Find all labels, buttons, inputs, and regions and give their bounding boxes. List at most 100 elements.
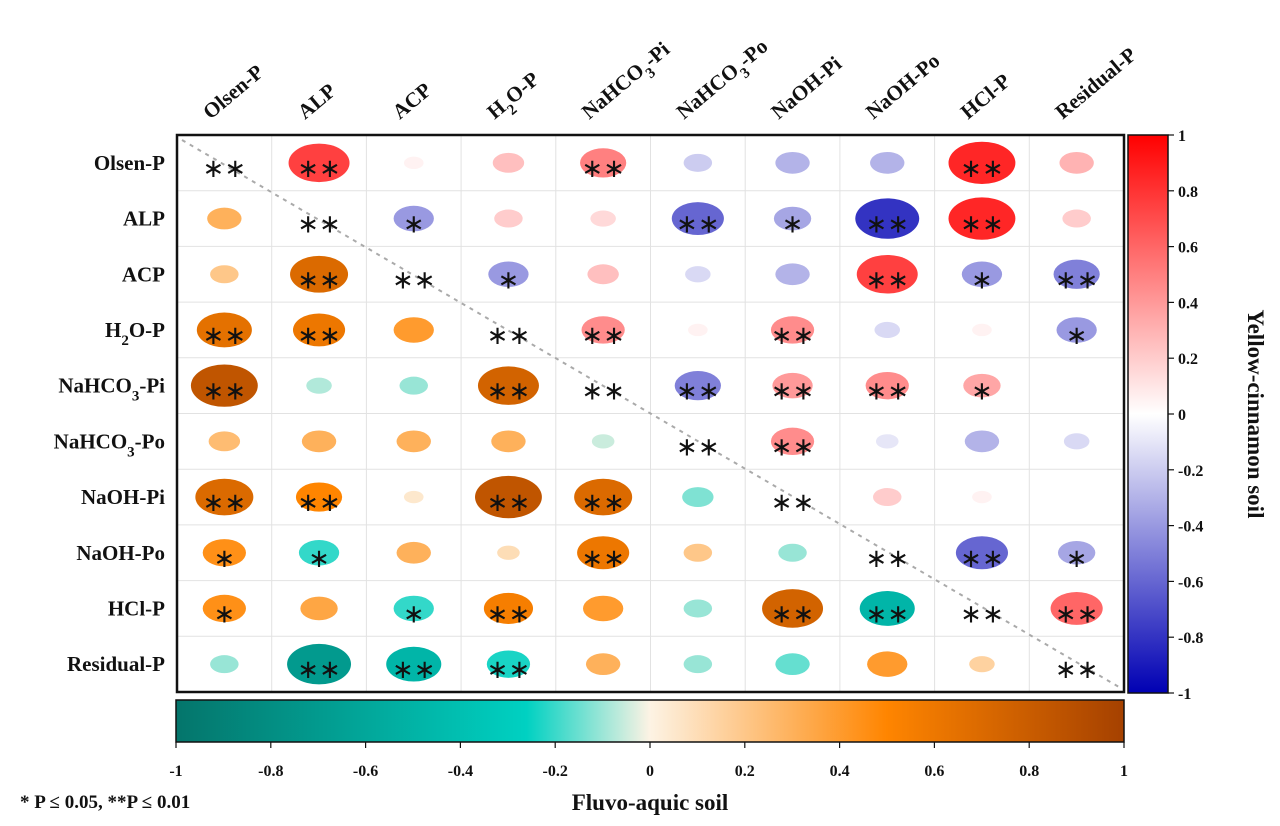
cell-naoh-pi-olsen-p-significance: ∗∗ bbox=[203, 488, 247, 518]
col-label-acp: ACP bbox=[388, 78, 437, 124]
cell-h2o-p-olsen-p-significance: ∗∗ bbox=[203, 321, 247, 351]
col-label-residual-p: Residual-P bbox=[1050, 42, 1141, 123]
cell-h2o-p-naoh-pi-significance: ∗∗ bbox=[771, 321, 815, 351]
col-label-h2o-p: H2O-P bbox=[482, 67, 548, 129]
cell-naoh-po-naoh-pi-circle bbox=[778, 543, 807, 562]
cb-upper-tick-label: -0.4 bbox=[1178, 519, 1203, 536]
cell-naoh-po-hcl-p-circle bbox=[955, 536, 1009, 570]
cell-nahco3-pi-hcl-p-circle bbox=[963, 373, 1001, 398]
cell-naoh-pi-nahco3-pi-circle bbox=[574, 478, 633, 516]
cell-hcl-p-naoh-pi-circle bbox=[762, 589, 824, 628]
cell-naoh-po-olsen-p-significance: ∗ bbox=[213, 544, 235, 574]
cell-acp-residual-p-circle bbox=[1053, 259, 1100, 289]
cell-naoh-pi-nahco3-po-circle bbox=[682, 487, 714, 507]
cell-olsen-p-h2o-p-circle bbox=[492, 152, 525, 173]
cell-nahco3-pi-olsen-p-significance: ∗∗ bbox=[203, 377, 247, 407]
cell-hcl-p-naoh-po-circle bbox=[859, 591, 915, 626]
col-label-olsen-p: Olsen-P bbox=[198, 60, 268, 124]
cell-naoh-po-olsen-p-circle bbox=[202, 539, 246, 567]
cell-hcl-p-nahco3-pi-circle bbox=[582, 595, 624, 622]
cell-hcl-p-residual-p-significance: ∗∗ bbox=[1055, 599, 1099, 629]
cell-naoh-po-nahco3-po-circle bbox=[683, 543, 713, 562]
cell-alp-nahco3-po-significance: ∗∗ bbox=[676, 210, 720, 240]
cell-hcl-p-h2o-p-significance: ∗∗ bbox=[487, 599, 531, 629]
cell-nahco3-pi-naoh-pi-circle bbox=[772, 372, 813, 399]
cb-upper-tick-label: 0 bbox=[1178, 407, 1186, 424]
cell-h2o-p-olsen-p-circle bbox=[196, 312, 252, 348]
cell-nahco3-po-alp-circle bbox=[301, 430, 337, 453]
cell-alp-olsen-p-circle bbox=[207, 207, 242, 230]
cell-acp-alp-significance: ∗∗ bbox=[297, 265, 341, 295]
cell-naoh-po-naoh-po-significance: ∗∗ bbox=[865, 544, 909, 574]
cell-acp-hcl-p-significance: ∗ bbox=[971, 265, 993, 295]
cell-olsen-p-hcl-p-significance: ∗∗ bbox=[960, 154, 1004, 184]
cell-acp-residual-p-significance: ∗∗ bbox=[1055, 265, 1099, 295]
cell-naoh-po-alp-circle bbox=[298, 540, 340, 566]
cb-upper-tick-label: 1 bbox=[1178, 128, 1186, 145]
row-label-nahco3-po: NaHCO3-Po bbox=[54, 429, 165, 460]
cell-naoh-po-hcl-p-significance: ∗∗ bbox=[960, 544, 1004, 574]
cell-acp-naoh-po-circle bbox=[856, 254, 918, 294]
cell-alp-h2o-p-circle bbox=[494, 209, 523, 228]
cell-nahco3-po-naoh-po-circle bbox=[875, 434, 899, 449]
cb-upper-tick-label: -0.2 bbox=[1178, 463, 1203, 480]
cell-alp-hcl-p-circle bbox=[948, 197, 1016, 240]
cb-lower-tick-label: 0.4 bbox=[830, 763, 850, 780]
cell-hcl-p-acp-significance: ∗ bbox=[403, 599, 425, 629]
col-label-alp: ALP bbox=[293, 78, 341, 123]
row-label-nahco3-pi: NaHCO3-Pi bbox=[58, 374, 165, 405]
cell-nahco3-po-hcl-p-circle bbox=[964, 430, 1000, 453]
cell-naoh-pi-acp-circle bbox=[403, 490, 424, 504]
cell-residual-p-h2o-p-significance: ∗∗ bbox=[487, 655, 531, 685]
cell-naoh-po-nahco3-pi-significance: ∗∗ bbox=[581, 544, 625, 574]
cell-hcl-p-olsen-p-circle bbox=[202, 594, 246, 623]
cell-hcl-p-naoh-pi-significance: ∗∗ bbox=[771, 599, 815, 629]
row-label-naoh-po: NaOH-Po bbox=[76, 541, 165, 565]
cell-nahco3-po-naoh-pi-significance: ∗∗ bbox=[771, 432, 815, 462]
cell-nahco3-pi-olsen-p-circle bbox=[190, 364, 258, 407]
cell-residual-p-naoh-pi-circle bbox=[775, 653, 810, 676]
cb-lower-tick-label: -1 bbox=[169, 763, 182, 780]
cell-acp-olsen-p-circle bbox=[210, 265, 239, 284]
cell-nahco3-pi-nahco3-po-circle bbox=[674, 371, 721, 401]
cell-residual-p-acp-circle bbox=[386, 646, 442, 682]
row-labels: Olsen-P ALP ACP H2O-P NaHCO3-Pi NaHCO3-Po NaOH… bbox=[54, 151, 166, 676]
cell-acp-nahco3-pi-circle bbox=[587, 264, 619, 285]
col-label-hcl-p: HCl-P bbox=[956, 69, 1015, 124]
cell-nahco3-pi-naoh-pi-significance: ∗∗ bbox=[771, 377, 815, 407]
row-label-alp: ALP bbox=[123, 207, 165, 231]
cell-hcl-p-hcl-p-significance: ∗∗ bbox=[960, 599, 1004, 629]
cb-lower-tick-label: -0.2 bbox=[543, 763, 568, 780]
colorbar-yellow-cinnamon-gradient bbox=[1127, 134, 1169, 694]
cb-lower-tick-label: -0.8 bbox=[258, 763, 283, 780]
cell-olsen-p-naoh-pi-circle bbox=[775, 151, 810, 174]
diagonal-line bbox=[181, 139, 1120, 688]
cell-acp-h2o-p-significance: ∗ bbox=[498, 265, 520, 295]
col-label-nahco3-po: NaHCO3-Po bbox=[672, 34, 777, 129]
cb-lower-tick-label: 0 bbox=[646, 763, 654, 780]
cell-acp-naoh-pi-circle bbox=[775, 263, 810, 286]
cell-nahco3-pi-alp-circle bbox=[306, 377, 332, 394]
cell-alp-acp-circle bbox=[393, 205, 434, 232]
cell-naoh-po-residual-p-circle bbox=[1057, 540, 1096, 565]
row-label-naoh-pi: NaOH-Pi bbox=[81, 485, 165, 509]
colorbar-yellow-cinnamon: 1 0.8 0.6 0.4 0.2 0 -0.2 -0.4 -0.6 -0.8 -1 Yellow-… bbox=[1127, 128, 1268, 703]
cell-olsen-p-alp-circle bbox=[288, 143, 350, 183]
cell-nahco3-po-nahco3-pi-circle bbox=[591, 434, 615, 449]
cell-nahco3-pi-h2o-p-significance: ∗∗ bbox=[487, 377, 531, 407]
cell-h2o-p-naoh-po-circle bbox=[874, 321, 901, 339]
cell-alp-nahco3-po-circle bbox=[671, 202, 724, 236]
cell-nahco3-pi-nahco3-po-significance: ∗∗ bbox=[676, 377, 720, 407]
colorbar-fluvo-aquic-gradient bbox=[175, 699, 1125, 743]
cb-upper-tick-label: 0.6 bbox=[1178, 240, 1198, 257]
cell-alp-naoh-pi-circle bbox=[773, 206, 812, 231]
cell-hcl-p-h2o-p-circle bbox=[483, 592, 534, 624]
cb-lower-tick-label: 0.6 bbox=[924, 763, 944, 780]
cell-olsen-p-hcl-p-circle bbox=[948, 141, 1016, 184]
cell-alp-acp-significance: ∗ bbox=[403, 210, 425, 240]
cb-lower-tick-label: -0.4 bbox=[448, 763, 473, 780]
cell-h2o-p-residual-p-circle bbox=[1056, 317, 1097, 343]
cell-acp-acp-significance: ∗∗ bbox=[392, 265, 436, 295]
cell-acp-hcl-p-circle bbox=[961, 261, 1003, 287]
cell-hcl-p-naoh-po-significance: ∗∗ bbox=[865, 599, 909, 629]
